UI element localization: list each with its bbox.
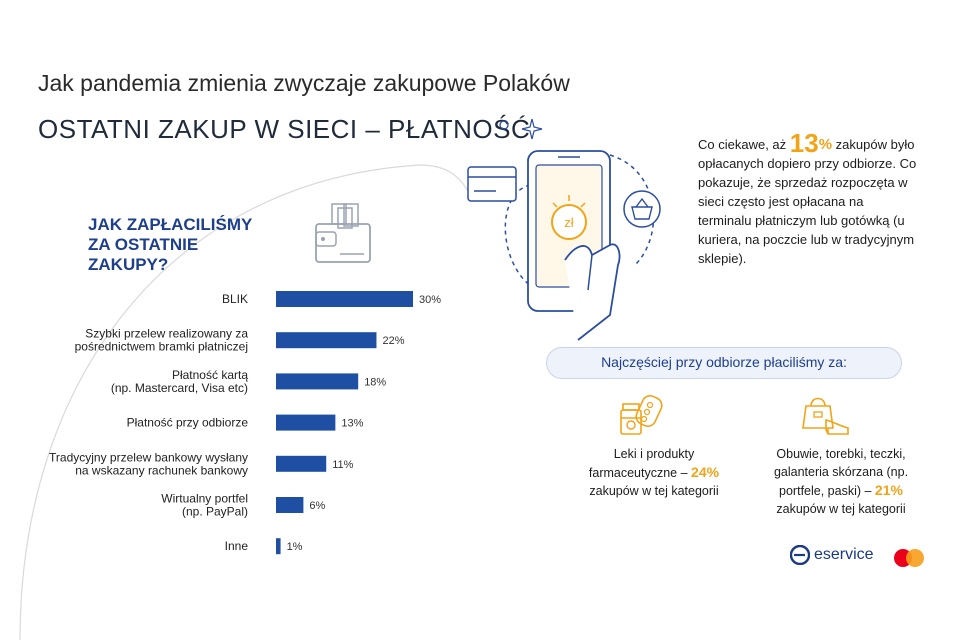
bar-category-label: (np. PayPal)	[182, 505, 248, 519]
page-subtitle: OSTATNI ZAKUP W SIECI – PŁATNOŚĆ	[38, 114, 531, 144]
cod-category-line: Leki i produkty	[613, 447, 695, 461]
bar-category-label: Wirtualny portfel	[161, 492, 248, 506]
bar-category-label: Szybki przelew realizowany za	[85, 327, 248, 341]
bar	[276, 332, 377, 349]
brand-name: eservice	[814, 546, 874, 563]
bar-value-label: 1%	[287, 541, 303, 553]
highlight-percent: %	[818, 136, 833, 153]
bar-value-label: 11%	[332, 459, 353, 471]
cod-category-line: zakupów w tej kategorii	[589, 484, 719, 498]
info-paragraph: Co ciekawe, aż 13% zakupów było opłacany…	[698, 130, 918, 268]
bar-category-label: Płatność przy odbiorze	[127, 416, 249, 430]
cod-category-shoes: Obuwie, torebki, teczki, galanteria skór…	[756, 445, 926, 518]
bar-value-label: 30%	[419, 294, 441, 306]
bar-category-label: BLIK	[222, 292, 248, 306]
bar	[276, 538, 281, 555]
bar-value-label: 18%	[364, 376, 386, 388]
info-prefix: Co ciekawe, aż	[698, 137, 787, 152]
bar	[276, 497, 304, 513]
info-suffix: zakupów było opłacanych dopiero przy odb…	[698, 137, 917, 266]
bar	[276, 291, 413, 307]
phone-payment-illustration: zł	[467, 118, 661, 341]
cod-categories-pill: Najczęściej przy odbiorze płaciliśmy za:	[546, 347, 902, 379]
bar-category-label: Tradycyjny przelew bankowy wysłany	[49, 450, 248, 464]
bar-value-label: 13%	[341, 418, 363, 430]
cod-category-percent: 24%	[691, 464, 720, 480]
chart-heading-line: ZAKUPY?	[88, 255, 169, 274]
zloty-symbol: zł	[564, 215, 574, 230]
cod-category-line: zakupów w tej kategorii	[776, 502, 906, 516]
shoe-bag-icon	[802, 397, 849, 435]
eservice-logo-icon	[790, 545, 810, 565]
bar-category-label: na wskazany rachunek bankowy	[75, 463, 248, 477]
bar-value-label: 22%	[382, 335, 404, 347]
bar-value-label: 6%	[309, 500, 325, 512]
bar-category-label: (np. Mastercard, Visa etc)	[111, 381, 248, 395]
medicine-icon	[620, 395, 663, 435]
page-title: Jak pandemia zmienia zwyczaje zakupowe P…	[38, 70, 570, 96]
chart-heading: JAK ZAPŁACILIŚMY ZA OSTATNIE ZAKUPY?	[88, 215, 288, 275]
chart-heading-line: JAK ZAPŁACILIŚMY	[88, 215, 253, 234]
bar-category-label: Inne	[225, 539, 249, 553]
chart-heading-line: ZA OSTATNIE	[88, 235, 199, 254]
cod-category-percent: 21%	[874, 482, 903, 498]
cod-category-line: galanteria skórzana (np. portfele, paski…	[773, 465, 909, 498]
bar	[276, 373, 359, 390]
bar-category-label: pośrednictwem bramki płatniczej	[75, 340, 248, 354]
wallet-icon	[315, 203, 371, 263]
payment-bar-chart: 30% BLIK 22% Szybki przelew realizowany zap…	[49, 291, 441, 555]
bar	[276, 414, 336, 431]
cod-category-line: Obuwie, torebki, teczki,	[776, 447, 906, 461]
bar	[276, 455, 327, 472]
cod-category-medicine: Leki i produkty farmaceutyczne – 24% zak…	[574, 445, 734, 500]
highlight-number: 13	[789, 128, 819, 158]
mastercard-logo-icon	[894, 549, 924, 567]
bar-category-label: Płatność kartą	[172, 368, 248, 382]
cod-category-line: farmaceutyczne –	[588, 466, 692, 480]
